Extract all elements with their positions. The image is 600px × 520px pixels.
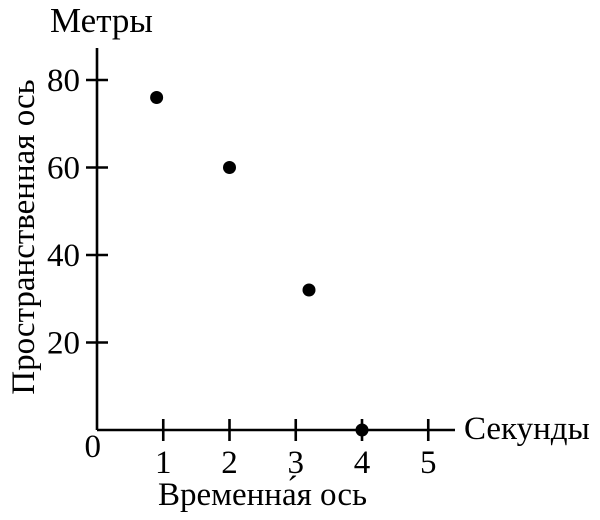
origin-label: 0 bbox=[85, 429, 102, 465]
x-axis-unit-label: Секунды bbox=[464, 411, 590, 447]
x-axis-label: Временна́я ось bbox=[157, 477, 368, 513]
x-tick-label: 4 bbox=[354, 445, 371, 481]
data-point bbox=[355, 423, 369, 437]
y-tick-label: 40 bbox=[47, 238, 80, 274]
data-point bbox=[150, 91, 164, 104]
y-axis-label: Пространственная ось bbox=[6, 79, 42, 395]
y-tick-label: 60 bbox=[47, 151, 80, 187]
data-point bbox=[223, 161, 236, 174]
chart-title: Метры bbox=[50, 1, 153, 40]
y-tick-label: 20 bbox=[47, 326, 80, 362]
data-point bbox=[302, 283, 316, 297]
x-tick-label: 2 bbox=[221, 445, 238, 481]
x-tick-label: 3 bbox=[288, 445, 305, 481]
x-tick-label: 1 bbox=[155, 445, 172, 481]
y-tick-label: 80 bbox=[47, 63, 80, 99]
x-tick-label: 5 bbox=[420, 445, 437, 481]
